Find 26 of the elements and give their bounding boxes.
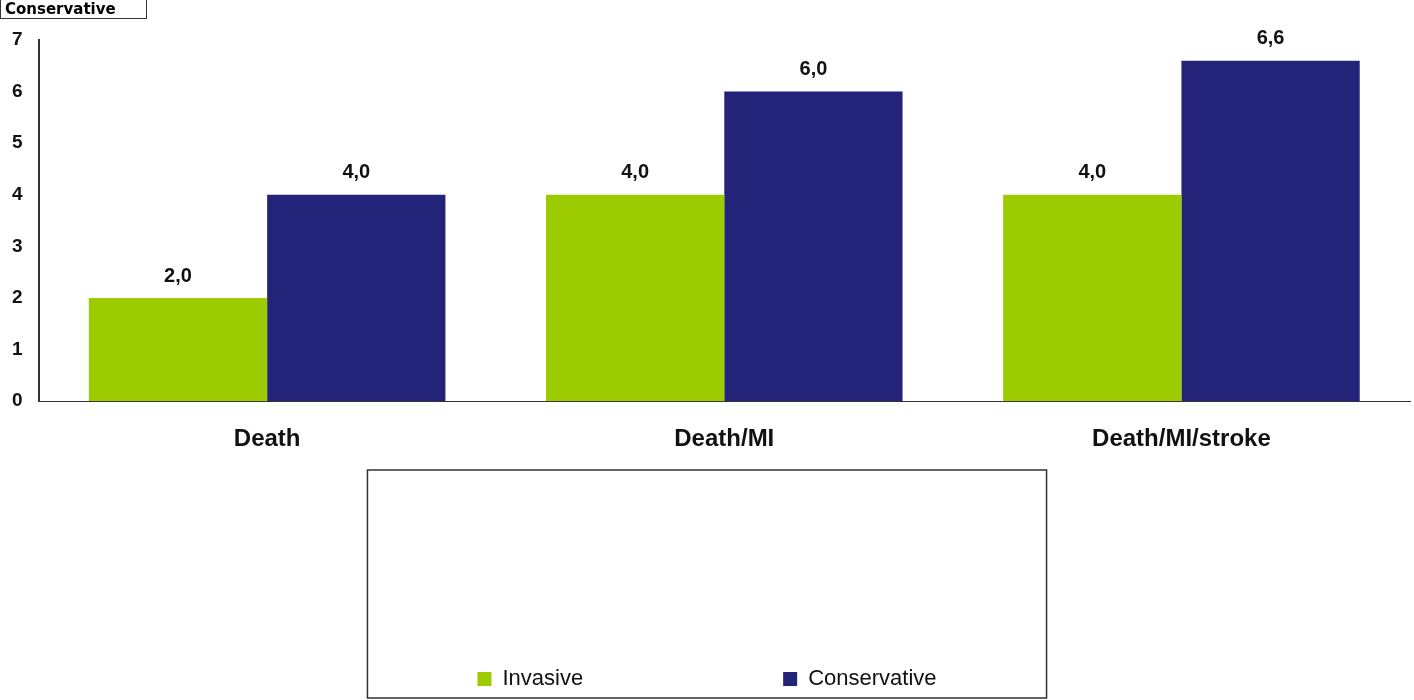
bar	[88, 298, 268, 402]
y-tick-label: 3	[11, 234, 23, 256]
bar	[1003, 194, 1182, 402]
y-tick-label: 5	[11, 131, 23, 153]
data-label: 6,6	[1256, 26, 1285, 49]
data-label: 2,0	[164, 263, 192, 286]
bar	[1181, 60, 1360, 402]
bar	[267, 194, 446, 402]
bar	[724, 91, 903, 402]
text: Conservative	[0, 0, 147, 19]
y-tick-label: 0	[11, 389, 23, 411]
legend-label: Conservative	[808, 665, 937, 691]
bar	[546, 194, 725, 402]
y-tick-label: 7	[11, 28, 23, 50]
data-label: 4,0	[1078, 160, 1107, 183]
y-tick-label: 1	[11, 337, 23, 359]
data-label: 4,0	[342, 160, 371, 183]
x-tick-label: Death/MI/stroke	[1092, 424, 1271, 452]
y-tick-label: 2	[11, 286, 23, 308]
y-tick-label: 6	[11, 79, 23, 101]
x-tick-label: Death	[233, 424, 301, 452]
data-label: 6,0	[799, 57, 828, 80]
legend-label: Invasive	[502, 665, 584, 691]
data-label: 4,0	[621, 160, 650, 183]
y-tick-label: 4	[11, 183, 23, 205]
x-tick-label: Death/MI	[674, 424, 775, 452]
